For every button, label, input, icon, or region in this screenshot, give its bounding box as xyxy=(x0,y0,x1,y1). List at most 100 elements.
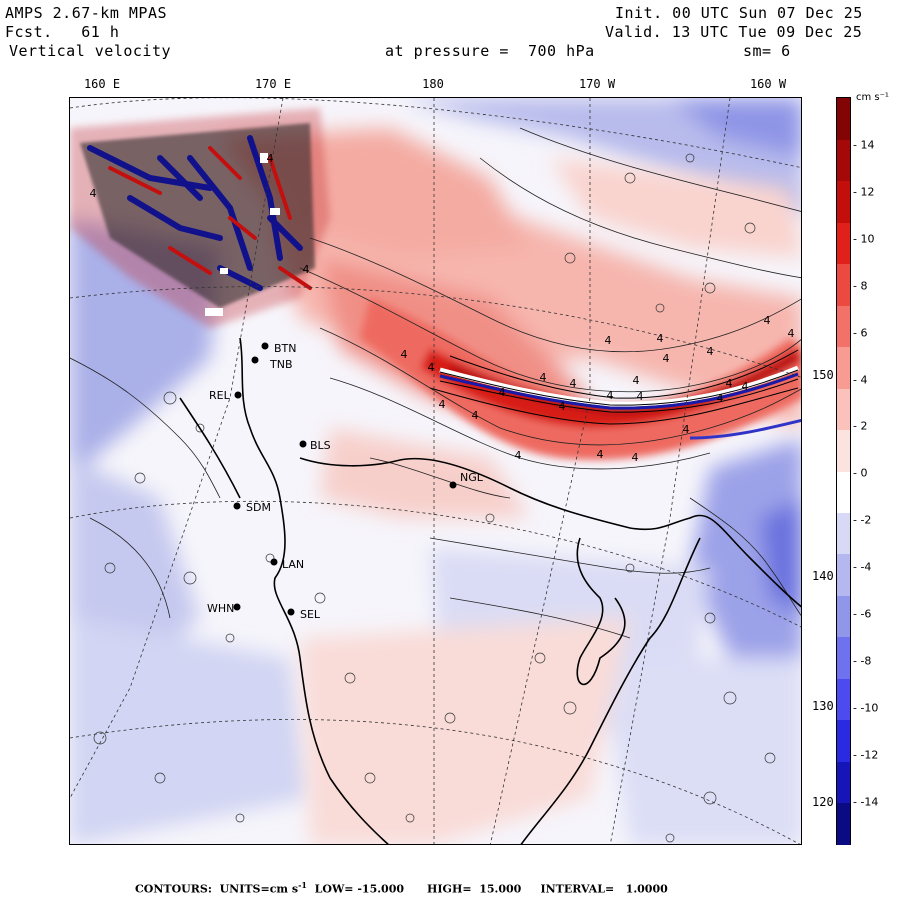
svg-text:4: 4 xyxy=(267,152,274,165)
colorbar-segment xyxy=(837,98,850,141)
colorbar-tick-label: - 0 xyxy=(853,466,868,480)
contour-label: 4 xyxy=(657,332,664,345)
svg-text:NGL: NGL xyxy=(460,471,484,484)
downward-motion-areas xyxy=(70,98,801,844)
pressure-level: at pressure = 700 hPa xyxy=(385,42,595,60)
station-ngl: NGL xyxy=(449,471,484,489)
contour-label: 4 xyxy=(570,377,577,390)
svg-text:4: 4 xyxy=(607,389,614,402)
colorbar-tick-label: - -6 xyxy=(853,607,872,621)
station-bls: BLS xyxy=(299,439,331,452)
contour-label: 4 xyxy=(303,263,310,276)
svg-text:4: 4 xyxy=(663,352,670,365)
smoothing-value: sm= 6 xyxy=(743,42,791,60)
mountain-turbulence xyxy=(70,108,330,328)
svg-text:4: 4 xyxy=(637,390,644,403)
colorbar-segment xyxy=(837,429,850,472)
colorbar-tick-label: - -14 xyxy=(853,795,879,809)
svg-text:4: 4 xyxy=(726,377,733,390)
stations: TNB BTN REL BLS NGL SDM LAN WHN SEL xyxy=(207,342,484,621)
footer-interval: INTERVAL= 1.0000 xyxy=(540,882,668,896)
contour-label: 4 xyxy=(663,352,670,365)
colorbar-segment xyxy=(837,719,850,762)
station-btn: BTN xyxy=(261,342,297,355)
lon-label-180: 180 xyxy=(422,77,444,91)
station-whn: WHN xyxy=(207,602,241,615)
contour-label: 4 xyxy=(632,451,639,464)
jet-core xyxy=(429,349,801,440)
svg-text:4: 4 xyxy=(515,449,522,462)
colorbar-tick-label: - 10 xyxy=(853,232,875,246)
colorbar-tick-label: - 6 xyxy=(853,326,868,340)
model-title: AMPS 2.67-km MPAS xyxy=(5,4,168,22)
svg-text:LAN: LAN xyxy=(282,558,304,571)
colorbar-tick-label: - 2 xyxy=(853,419,868,433)
lon-label-160w: 160 W xyxy=(749,77,787,91)
colorbar-segment xyxy=(837,471,850,514)
colorbar-units: cm s⁻¹ xyxy=(856,92,889,103)
colorbar-segment xyxy=(837,761,850,804)
contour-label: 4 xyxy=(428,361,435,374)
contour-cells xyxy=(93,153,776,843)
station-lan: LAN xyxy=(270,558,304,571)
contour-label: 4 xyxy=(267,152,274,165)
svg-text:4: 4 xyxy=(597,448,604,461)
colorbar-segment xyxy=(837,678,850,721)
contour-label: 4 xyxy=(439,398,446,411)
svg-text:4: 4 xyxy=(90,187,97,200)
footer-low: LOW= -15.000 xyxy=(314,882,405,896)
colorbar-tick-label: - -10 xyxy=(853,701,879,715)
lon-label-170e: 170 E xyxy=(254,77,292,91)
svg-text:4: 4 xyxy=(605,334,612,347)
footer-high: HIGH= 15.000 xyxy=(427,882,522,896)
contour-label: 4 xyxy=(605,334,612,347)
colorbar-segment xyxy=(837,263,850,306)
svg-text:TNB: TNB xyxy=(269,358,293,371)
colorbar-segment xyxy=(837,388,850,431)
svg-text:4: 4 xyxy=(633,374,640,387)
svg-text:WHN: WHN xyxy=(207,602,234,615)
svg-text:4: 4 xyxy=(401,348,408,361)
svg-text:4: 4 xyxy=(499,386,506,399)
colorbar-tick-label: - -12 xyxy=(853,748,879,762)
lon-label-170w: 170 W xyxy=(578,77,616,91)
contour-label: 4 xyxy=(401,348,408,361)
contour-label: 4 xyxy=(607,389,614,402)
contour-label: 4 xyxy=(597,448,604,461)
svg-text:4: 4 xyxy=(764,314,771,327)
lon-label-160e: 160 E xyxy=(83,77,121,91)
colorbar-tick-label: - -2 xyxy=(853,513,872,527)
contour-label: 4 xyxy=(633,374,640,387)
svg-text:BTN: BTN xyxy=(274,342,297,355)
station-sel: SEL xyxy=(287,608,321,621)
svg-text:4: 4 xyxy=(559,400,566,413)
contour-label: 4 xyxy=(90,187,97,200)
colorbar-segment xyxy=(837,346,850,389)
contour-label: 4 xyxy=(717,392,724,405)
svg-text:4: 4 xyxy=(657,332,664,345)
contour-label: 4 xyxy=(540,371,547,384)
init-time: Init. 00 UTC Sun 07 Dec 25 xyxy=(615,4,863,22)
contour-label: 4 xyxy=(742,380,749,393)
colorbar-segment xyxy=(837,139,850,182)
svg-text:4: 4 xyxy=(742,380,749,393)
footer-contours: CONTOURS: xyxy=(135,882,212,896)
contour-label: 4 xyxy=(726,377,733,390)
footer-units: UNITS=cm s xyxy=(219,882,299,896)
coastline xyxy=(179,337,801,844)
contour-label: 4 xyxy=(499,386,506,399)
svg-text:4: 4 xyxy=(428,361,435,374)
contour-label: 4 xyxy=(472,409,479,422)
graticule xyxy=(70,98,801,844)
station-sdm: SDM xyxy=(233,501,271,514)
colorbar-segment xyxy=(837,222,850,265)
contour-label: 4 xyxy=(515,449,522,462)
svg-text:4: 4 xyxy=(303,263,310,276)
forecast-hour: Fcst. 61 h xyxy=(5,23,120,41)
colorbar-tick-label: - 8 xyxy=(853,279,868,293)
svg-text:4: 4 xyxy=(570,377,577,390)
svg-text:4: 4 xyxy=(632,451,639,464)
contour-value-labels: 4 4 4 4 4 4 4 4 4 4 4 4 4 4 4 4 4 4 4 4 4 4 4 4 4 4 4 xyxy=(90,152,795,464)
svg-text:4: 4 xyxy=(540,371,547,384)
footer-units-exp: -1 xyxy=(298,880,307,890)
